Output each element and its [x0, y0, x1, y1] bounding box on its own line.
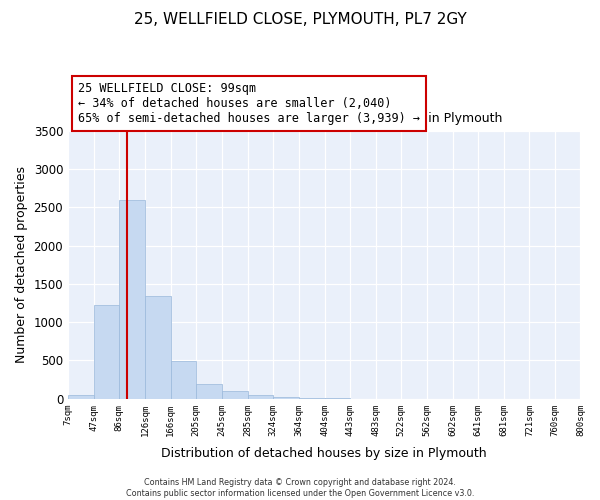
Bar — [171, 361, 196, 399]
Bar — [119, 200, 145, 399]
Bar — [145, 296, 171, 399]
Bar — [273, 397, 299, 399]
Bar — [299, 398, 325, 399]
Bar — [94, 304, 119, 399]
Text: 25 WELLFIELD CLOSE: 99sqm
← 34% of detached houses are smaller (2,040)
65% of se: 25 WELLFIELD CLOSE: 99sqm ← 34% of detac… — [78, 82, 420, 126]
Title: Size of property relative to detached houses in Plymouth: Size of property relative to detached ho… — [146, 112, 502, 126]
Text: 25, WELLFIELD CLOSE, PLYMOUTH, PL7 2GY: 25, WELLFIELD CLOSE, PLYMOUTH, PL7 2GY — [134, 12, 466, 28]
Y-axis label: Number of detached properties: Number of detached properties — [15, 166, 28, 363]
Bar — [68, 396, 94, 399]
Text: Contains HM Land Registry data © Crown copyright and database right 2024.
Contai: Contains HM Land Registry data © Crown c… — [126, 478, 474, 498]
Bar — [196, 384, 222, 399]
Bar — [248, 396, 273, 399]
X-axis label: Distribution of detached houses by size in Plymouth: Distribution of detached houses by size … — [161, 447, 487, 460]
Bar — [222, 390, 248, 399]
Bar — [325, 398, 350, 399]
